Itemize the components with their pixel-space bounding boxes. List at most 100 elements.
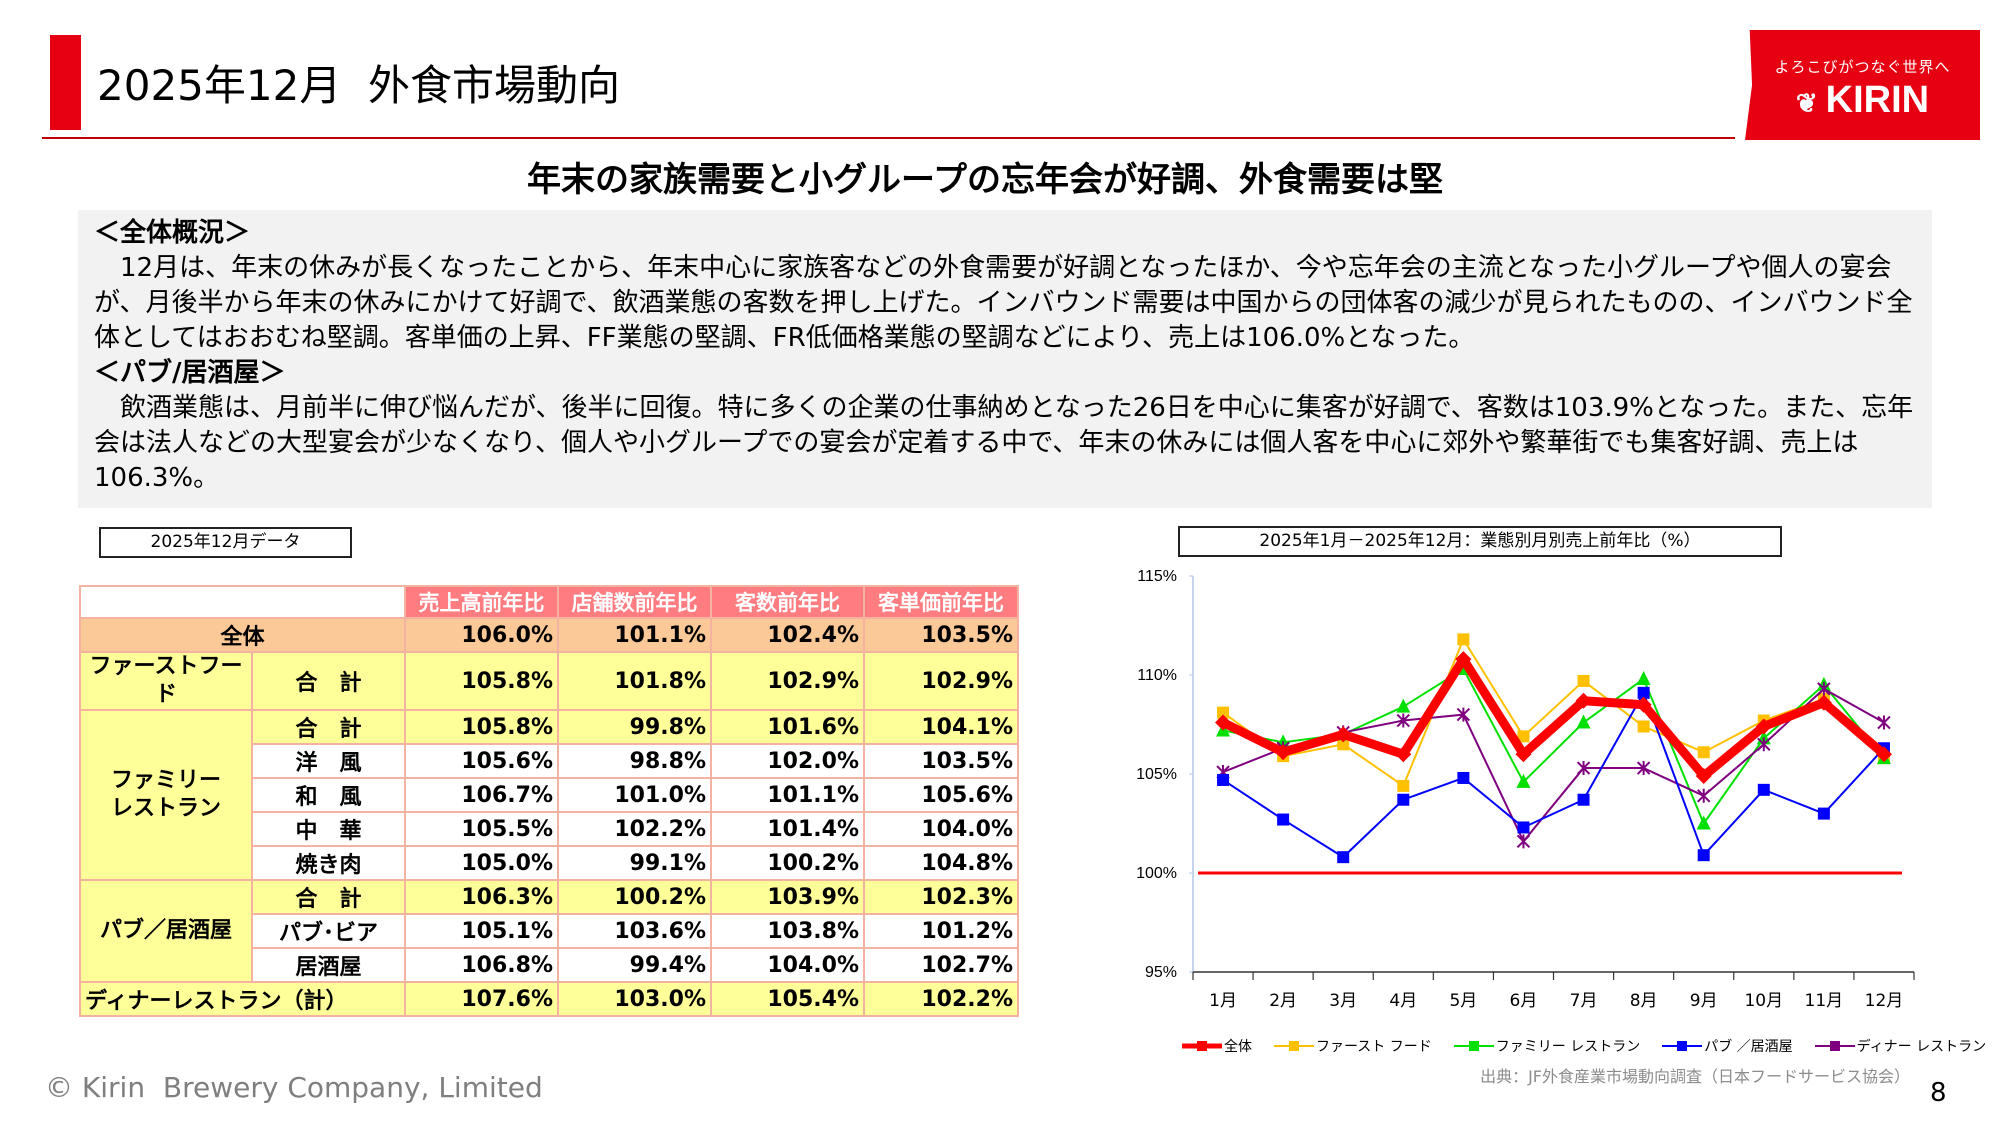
row-category: 全体 bbox=[79, 617, 406, 653]
value-cell: 105.8% bbox=[404, 709, 559, 745]
kirin-beast-icon: ❦ bbox=[1795, 88, 1818, 118]
value-cell: 104.0% bbox=[710, 947, 865, 983]
data-point bbox=[1215, 714, 1232, 731]
row-subcategory: 居酒屋 bbox=[251, 947, 406, 983]
row-subcategory: 合 計 bbox=[251, 651, 406, 711]
title-divider bbox=[42, 137, 1735, 139]
y-tick-label: 105% bbox=[1136, 766, 1177, 783]
legend-label: パブ ／居酒屋 bbox=[1704, 1039, 1793, 1055]
value-cell: 105.0% bbox=[404, 845, 559, 881]
data-point bbox=[1757, 783, 1770, 796]
value-cell: 104.1% bbox=[863, 709, 1019, 745]
row-subcategory: 中 華 bbox=[251, 811, 406, 847]
legend-swatch-icon bbox=[1814, 1041, 1855, 1051]
kirin-logo: よろこびがつなぐ世界へ ❦ KIRIN bbox=[1745, 30, 1980, 140]
table-row: 中 華 105.5% 102.2% 101.4% 104.0% bbox=[80, 811, 1019, 847]
value-cell: 103.5% bbox=[863, 743, 1019, 779]
value-cell: 102.9% bbox=[863, 651, 1019, 711]
legend-item: ファミリー レストラン bbox=[1453, 1036, 1640, 1056]
data-point bbox=[1576, 714, 1591, 729]
series-line-2 bbox=[1222, 668, 1885, 825]
value-cell: 104.0% bbox=[863, 811, 1019, 847]
pub-text: 飲酒業態は、月前半に伸び悩んだが、後半に回復。特に多くの企業の仕事納めとなった2… bbox=[94, 393, 1914, 493]
data-point bbox=[1697, 746, 1710, 759]
data-point bbox=[1516, 834, 1531, 849]
value-cell: 103.6% bbox=[557, 913, 712, 949]
legend-label: ファースト フード bbox=[1316, 1039, 1432, 1055]
series-line-3 bbox=[1222, 691, 1885, 859]
y-tick-label: 95% bbox=[1145, 964, 1177, 981]
data-point bbox=[1516, 773, 1531, 788]
table-row: 和 風 106.7% 101.0% 101.1% 105.6% bbox=[80, 777, 1019, 813]
y-tick-label: 100% bbox=[1136, 865, 1177, 882]
value-cell: 107.6% bbox=[404, 981, 559, 1017]
header-blank-cell bbox=[79, 585, 406, 619]
x-tick-label: 11月 bbox=[1805, 991, 1844, 1011]
value-cell: 100.2% bbox=[557, 879, 712, 915]
logo-tagline: よろこびがつなぐ世界へ bbox=[1774, 58, 1951, 76]
x-tick-label: 9月 bbox=[1690, 991, 1718, 1011]
table-row: 全体 106.0% 101.1% 102.4% 103.5% bbox=[79, 617, 1019, 653]
data-point bbox=[1695, 767, 1712, 784]
data-point bbox=[1217, 773, 1230, 786]
value-cell: 98.8% bbox=[557, 743, 712, 779]
value-cell: 106.3% bbox=[404, 879, 559, 915]
data-point bbox=[1577, 793, 1590, 806]
value-cell: 105.6% bbox=[863, 777, 1019, 813]
x-tick-label: 6月 bbox=[1510, 991, 1538, 1011]
data-point bbox=[1875, 746, 1892, 763]
logo-brand: KIRIN bbox=[1825, 79, 1930, 121]
value-cell: 99.4% bbox=[557, 947, 712, 983]
data-point bbox=[1755, 718, 1772, 735]
data-point bbox=[1877, 715, 1891, 730]
legend-item: パブ ／居酒屋 bbox=[1662, 1036, 1793, 1056]
x-tick-label: 10月 bbox=[1744, 991, 1783, 1011]
data-point bbox=[1337, 851, 1350, 864]
x-tick-label: 4月 bbox=[1389, 991, 1417, 1011]
data-point bbox=[1335, 726, 1352, 743]
value-cell: 101.4% bbox=[710, 811, 865, 847]
data-point bbox=[1275, 744, 1292, 761]
x-tick-label: 1月 bbox=[1209, 991, 1237, 1011]
table-row: パブ･ビア 105.1% 103.6% 103.8% 101.2% bbox=[80, 913, 1019, 949]
legend-swatch-icon bbox=[1453, 1041, 1494, 1051]
column-header: 客数前年比 bbox=[710, 585, 865, 619]
table-row: 居酒屋 106.8% 99.4% 104.0% 102.7% bbox=[80, 947, 1019, 983]
series-line-0 bbox=[1221, 654, 1887, 781]
value-cell: 101.1% bbox=[710, 777, 865, 813]
value-cell: 105.6% bbox=[404, 743, 559, 779]
legend-item: ディナー レストラン bbox=[1814, 1036, 1987, 1056]
legend-label: ディナー レストラン bbox=[1856, 1039, 1987, 1055]
value-cell: 105.4% bbox=[710, 981, 865, 1017]
row-category: ディナーレストラン（計） bbox=[79, 981, 406, 1017]
data-point bbox=[1517, 821, 1530, 834]
legend-item: 全体 bbox=[1182, 1036, 1252, 1056]
data-point bbox=[1577, 674, 1590, 687]
data-point bbox=[1455, 651, 1472, 668]
row-subcategory: 洋 風 bbox=[251, 743, 406, 779]
data-point bbox=[1817, 681, 1831, 696]
y-tick-label: 115% bbox=[1137, 568, 1177, 585]
data-point bbox=[1456, 707, 1471, 722]
table-row: ファーストフード合 計 105.8% 101.8% 102.9% 102.9% bbox=[79, 651, 1019, 711]
headline: 年末の家族需要と小グループの忘年会が好調、外食需要は堅 bbox=[527, 160, 1443, 200]
data-point bbox=[1815, 694, 1832, 711]
overall-heading: ＜全体概況＞ bbox=[94, 218, 251, 248]
value-cell: 101.1% bbox=[557, 617, 712, 653]
page-number: 8 bbox=[1930, 1078, 1947, 1108]
legend-swatch-icon bbox=[1662, 1041, 1703, 1051]
data-point bbox=[1697, 849, 1710, 862]
table-row: ディナーレストラン（計） 107.6% 103.0% 105.4% 102.2% bbox=[79, 981, 1019, 1017]
value-cell: 101.0% bbox=[557, 777, 712, 813]
data-point bbox=[1757, 737, 1771, 752]
data-point bbox=[1576, 761, 1591, 776]
value-cell: 99.8% bbox=[557, 709, 712, 745]
value-cell: 105.1% bbox=[404, 913, 559, 949]
value-cell: 102.0% bbox=[710, 743, 865, 779]
data-point bbox=[1457, 633, 1470, 646]
copyright: © Kirin Brewery Company, Limited bbox=[45, 1071, 543, 1104]
data-point bbox=[1337, 738, 1350, 751]
value-cell: 101.2% bbox=[863, 913, 1019, 949]
pub-heading: ＜パブ/居酒屋＞ bbox=[94, 358, 286, 388]
data-point bbox=[1637, 720, 1650, 733]
